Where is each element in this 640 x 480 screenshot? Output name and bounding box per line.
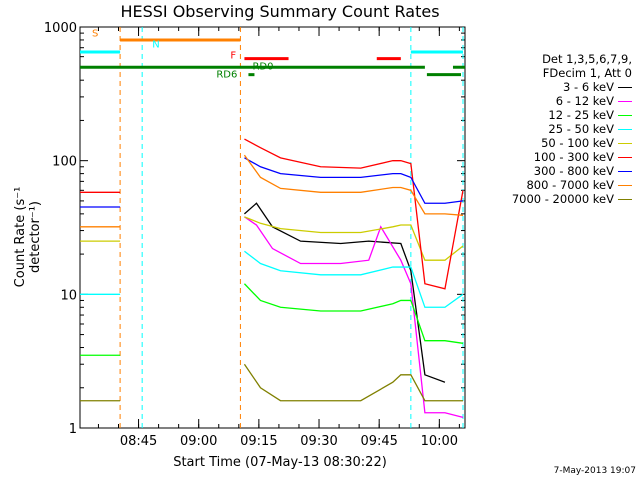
- legend-item: 50 - 100 keV: [472, 136, 632, 150]
- y-tick-label: 1: [69, 422, 77, 437]
- legend-label: 300 - 800 keV: [533, 164, 614, 178]
- legend-swatch: [618, 86, 632, 88]
- chart-title: HESSI Observing Summary Count Rates: [120, 2, 440, 21]
- legend-item: 800 - 7000 keV: [472, 178, 632, 192]
- legend-item: 6 - 12 keV: [472, 94, 632, 108]
- legend-item: 12 - 25 keV: [472, 108, 632, 122]
- series-line-800-7000-kev: [243, 154, 464, 216]
- legend-label: 800 - 7000 keV: [526, 178, 614, 192]
- y-axis-label: Count Rate (s⁻¹ detector⁻¹): [13, 186, 43, 288]
- legend-swatch: [618, 100, 632, 102]
- series-line-25-50-kev: [244, 250, 464, 308]
- legend-item: 100 - 300 keV: [472, 150, 632, 164]
- legend-swatch: [618, 170, 632, 172]
- legend-label: 50 - 100 keV: [541, 136, 614, 150]
- flag-label-rd6: RD6: [216, 69, 237, 80]
- y-tick-label: 100: [52, 155, 77, 170]
- series-line-100-300-kev: [244, 138, 464, 290]
- series-line-3-6-kev: [243, 202, 446, 383]
- legend-item: 25 - 50 keV: [472, 122, 632, 136]
- x-tick-label: 09:45: [360, 434, 397, 449]
- series-line-6-12-kev: [244, 216, 464, 419]
- x-tick-label: 09:00: [180, 434, 217, 449]
- flag-label-s: S: [92, 28, 98, 39]
- legend-label: 25 - 50 keV: [548, 122, 614, 136]
- legend-swatch: [618, 114, 632, 116]
- legend-label: 100 - 300 keV: [533, 150, 614, 164]
- legend-item: 7000 - 20000 keV: [472, 192, 632, 206]
- series-line-12-25-kev: [243, 283, 464, 344]
- x-tick-label: 10:00: [421, 434, 458, 449]
- legend-label: 7000 - 20000 keV: [511, 192, 614, 206]
- x-tick-label: 09:15: [240, 434, 277, 449]
- legend-header-2: FDecim 1, Att 0: [542, 66, 632, 80]
- legend-swatch: [618, 198, 632, 200]
- series-line-7000-20000-kev: [243, 363, 463, 402]
- x-axis-label: Start Time (07-May-13 08:30:22): [173, 455, 387, 470]
- legend-header-1: Det 1,3,5,6,7,9,: [542, 52, 632, 66]
- timestamp: 7-May-2013 19:07: [553, 466, 636, 476]
- legend-item: 3 - 6 keV: [472, 80, 632, 94]
- flag-label-f: F: [230, 51, 236, 62]
- x-tick-label: 08:45: [120, 434, 157, 449]
- legend-swatch: [618, 142, 632, 144]
- y-tick-label: 10: [60, 288, 77, 303]
- legend-label: 6 - 12 keV: [555, 94, 614, 108]
- series-line-300-800-kev: [244, 157, 464, 204]
- legend-label: 3 - 6 keV: [563, 80, 614, 94]
- x-tick-label: 09:30: [300, 434, 337, 449]
- legend-swatch: [618, 184, 632, 186]
- flag-label-n: N: [152, 40, 159, 51]
- legend-item: 300 - 800 keV: [472, 164, 632, 178]
- legend: Det 1,3,5,6,7,9, FDecim 1, Att 0 3 - 6 k…: [472, 52, 632, 206]
- flag-label-rd0: RD0: [252, 62, 273, 73]
- series-line-50-100-kev: [244, 216, 464, 261]
- legend-label: 12 - 25 keV: [548, 108, 614, 122]
- y-tick-label: 1000: [44, 21, 77, 36]
- plot-frame: [79, 26, 466, 429]
- legend-swatch: [618, 156, 632, 158]
- legend-swatch: [618, 128, 632, 130]
